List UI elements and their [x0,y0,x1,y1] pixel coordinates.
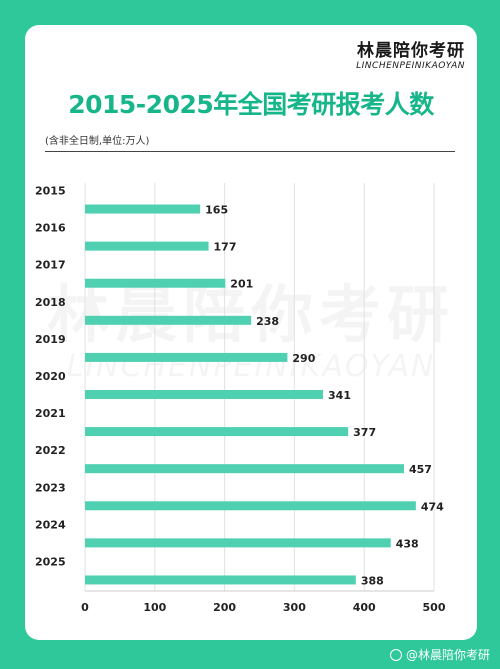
bar [85,315,252,325]
data-label: 474 [421,500,444,513]
category-label: 2018 [35,296,66,309]
brand-name-en: LINCHENPEINIKAOYAN [356,61,465,71]
category-label: 2015 [35,185,66,198]
footer-credit: @林晨陪你考研 [389,646,490,663]
title-divider [45,151,455,152]
category-label: 2016 [35,222,66,235]
brand-logo: 林晨陪你考研 LINCHENPEINIKAOYAN [356,41,465,72]
weibo-icon [389,649,402,661]
category-label: 2020 [35,370,66,383]
data-label: 341 [328,389,351,402]
data-label: 388 [361,574,384,587]
x-tick-label: 100 [143,601,166,614]
footer-text: @林晨陪你考研 [405,648,490,662]
data-label: 290 [292,352,315,365]
category-label: 2017 [35,259,66,272]
x-tick-label: 400 [353,601,376,614]
bar [85,278,226,288]
bar [85,241,209,251]
chart-card: 林晨陪你考研 LINCHENPEINIKAOYAN 2015-2025年全国考研… [25,25,477,640]
data-label: 438 [396,537,419,550]
bar [85,352,288,362]
bar [85,427,349,437]
unit-note: (含非全日制,单位:万人) [45,136,150,147]
category-label: 2022 [35,444,66,457]
data-label: 177 [214,241,237,254]
data-label: 201 [230,278,253,291]
category-label: 2025 [35,555,66,568]
category-label: 2024 [35,518,66,531]
bar [85,390,324,399]
brand-name-cn: 林晨陪你考研 [357,41,465,61]
data-label: 238 [256,315,279,328]
chart-title: 2015-2025年全国考研报考人数 [68,90,434,119]
bar [85,464,404,474]
bar [85,204,201,214]
x-tick-label: 200 [213,601,236,614]
x-tick-label: 500 [423,601,446,614]
category-label: 2021 [35,407,66,420]
x-tick-label: 0 [81,601,89,614]
data-label: 165 [205,204,228,217]
category-label: 2023 [35,481,66,494]
bar-chart: 0 100 200 300 400 500 2015 165 2016 177 2017 201 201… [35,183,446,614]
x-tick-label: 300 [283,601,306,614]
data-label: 377 [353,426,376,439]
bar [85,501,416,511]
bar [85,575,356,585]
data-label: 457 [409,463,432,476]
category-label: 2019 [35,333,66,346]
bar [85,538,391,548]
